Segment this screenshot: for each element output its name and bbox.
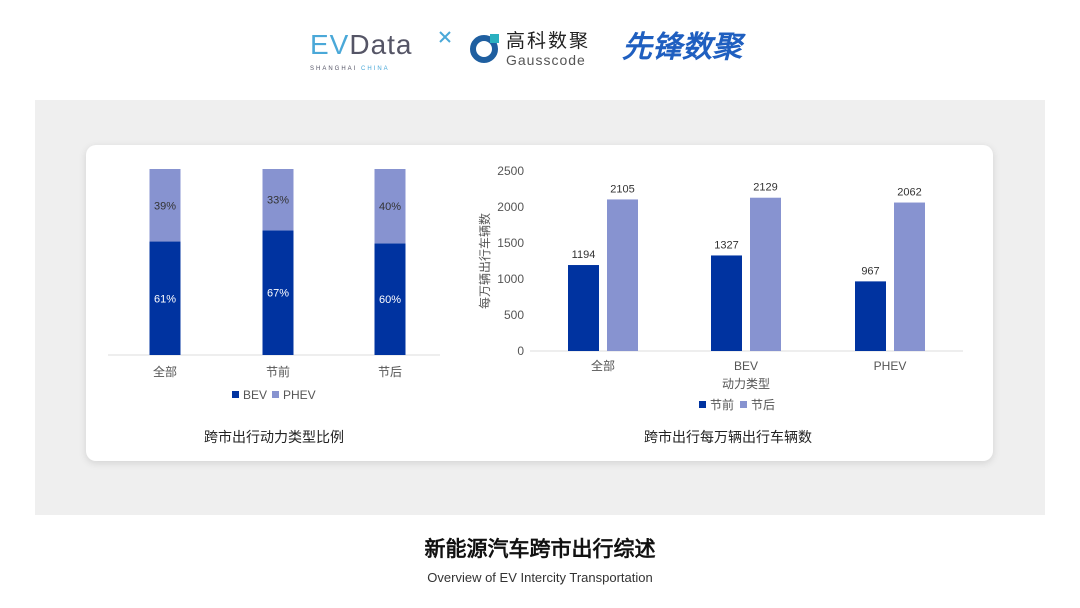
data-label: 2105 bbox=[610, 183, 634, 195]
data-label: 61% bbox=[154, 293, 176, 305]
evdata-x-icon bbox=[439, 31, 451, 43]
data-label: 2062 bbox=[897, 187, 921, 199]
y-tick-label: 2000 bbox=[497, 200, 524, 214]
bar-bev bbox=[149, 241, 181, 355]
bar-bev bbox=[374, 243, 406, 355]
chart-title: 跨市出行动力类型比例 bbox=[204, 429, 344, 445]
data-label: 33% bbox=[267, 195, 289, 207]
x-tick-label: PHEV bbox=[874, 359, 907, 373]
bar-before bbox=[711, 255, 742, 351]
bar-before bbox=[855, 281, 886, 351]
legend-label: 节前 bbox=[710, 397, 734, 412]
data-label: 1194 bbox=[572, 249, 596, 261]
data-label: 967 bbox=[861, 265, 879, 277]
data-label: 2129 bbox=[753, 182, 777, 194]
x-tick-label: BEV bbox=[734, 359, 758, 373]
bar-before bbox=[568, 265, 599, 351]
y-tick-label: 1000 bbox=[497, 272, 524, 286]
x-axis-title: 动力类型 bbox=[722, 377, 770, 391]
y-tick-label: 1500 bbox=[497, 236, 524, 250]
data-label: 39% bbox=[154, 200, 176, 212]
chart-card bbox=[86, 145, 993, 461]
bar-phev bbox=[374, 169, 406, 244]
data-label: 67% bbox=[267, 288, 289, 300]
y-tick-label: 2500 bbox=[497, 164, 524, 178]
x-tick-label: 全部 bbox=[591, 358, 615, 373]
bar-phev bbox=[149, 169, 181, 242]
bar-phev bbox=[262, 169, 294, 231]
x-tick-label: 节后 bbox=[378, 365, 402, 379]
y-axis-title: 每万辆出行车辆数 bbox=[477, 213, 492, 309]
data-label: 60% bbox=[379, 294, 401, 306]
gausscode-logo: 高科数聚 Gausscode bbox=[470, 30, 590, 68]
legend-label: 节后 bbox=[751, 398, 775, 412]
y-tick-label: 500 bbox=[504, 308, 524, 322]
evdata-wordmark: EVData bbox=[310, 29, 413, 60]
chart-title: 跨市出行每万辆出行车辆数 bbox=[644, 429, 812, 445]
grouped-bar-chart: 0 500 1000 1500 2000 2500 1194 2105 全部 1327 2129 BE… bbox=[477, 164, 963, 445]
legend-label: BEV bbox=[243, 388, 267, 402]
bar-after bbox=[894, 202, 925, 351]
x-tick-label: 全部 bbox=[153, 364, 177, 379]
bar-after bbox=[607, 199, 638, 351]
x-tick-label: 节前 bbox=[266, 364, 290, 379]
gausscode-mark-icon bbox=[470, 34, 499, 63]
page-title: 新能源汽车跨市出行综述 bbox=[424, 537, 656, 561]
evdata-sub: SHANGHAI CHINA bbox=[310, 66, 390, 72]
y-tick-label: 0 bbox=[517, 344, 524, 358]
legend-swatch bbox=[699, 401, 706, 408]
bar-after bbox=[750, 197, 781, 351]
data-label: 1327 bbox=[714, 239, 738, 251]
evdata-logo: EVData SHANGHAI CHINA bbox=[310, 30, 460, 74]
data-label: 40% bbox=[379, 201, 401, 213]
stacked-percent-chart: 61% 39% 全部 67% 33% 节前 60% 40% 节后 BEV PHEV 跨市出行动力类型比… bbox=[108, 169, 440, 445]
legend-swatch bbox=[740, 401, 747, 408]
xianfeng-logo: 先锋数聚 bbox=[622, 30, 742, 65]
legend-label: PHEV bbox=[283, 388, 316, 402]
page-subtitle: Overview of EV Intercity Transportation bbox=[427, 570, 653, 585]
legend-swatch bbox=[272, 391, 279, 398]
bar-bev bbox=[262, 230, 294, 355]
legend-swatch bbox=[232, 391, 239, 398]
